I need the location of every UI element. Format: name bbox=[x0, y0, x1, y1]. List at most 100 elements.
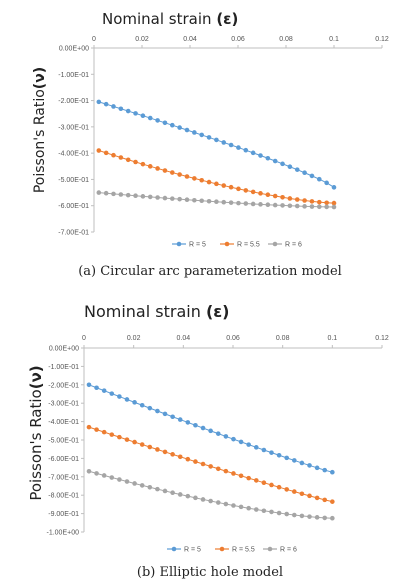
data-point bbox=[292, 489, 297, 494]
data-point bbox=[101, 473, 107, 478]
data-point bbox=[294, 197, 300, 202]
y-tick-label: -1.00E+00 bbox=[47, 530, 80, 537]
data-point bbox=[214, 199, 219, 205]
data-point bbox=[103, 190, 109, 196]
x-tick-label: 0.06 bbox=[226, 335, 240, 342]
data-point bbox=[331, 185, 337, 190]
data-point bbox=[322, 515, 328, 521]
data-point bbox=[258, 153, 263, 158]
figure-caption: (a) Circular arc parameterization model bbox=[78, 264, 342, 279]
data-point bbox=[133, 159, 138, 165]
data-point bbox=[276, 484, 282, 490]
data-point bbox=[177, 454, 183, 460]
data-point bbox=[199, 132, 204, 138]
data-point bbox=[162, 120, 168, 126]
x-tick-label: 0.02 bbox=[135, 36, 149, 43]
data-point bbox=[236, 145, 241, 150]
data-point bbox=[125, 157, 131, 163]
data-point bbox=[192, 130, 197, 135]
data-point bbox=[200, 425, 206, 431]
data-point bbox=[243, 188, 249, 193]
data-point bbox=[103, 150, 109, 156]
x-tick-label: 0.08 bbox=[276, 335, 290, 342]
data-point bbox=[284, 487, 290, 492]
data-point bbox=[118, 192, 124, 197]
data-point bbox=[200, 497, 206, 502]
data-point bbox=[86, 468, 92, 474]
x-tick-label: 0.04 bbox=[183, 36, 197, 43]
data-point bbox=[236, 200, 241, 206]
data-point bbox=[231, 503, 236, 508]
y-tick-label: -7.00E-01 bbox=[58, 230, 89, 237]
data-point bbox=[324, 204, 329, 210]
series-r-6 bbox=[96, 190, 337, 210]
data-point bbox=[214, 181, 219, 187]
data-point bbox=[317, 204, 322, 210]
data-point bbox=[177, 125, 182, 130]
data-point bbox=[314, 465, 320, 471]
chart-plot-area: 0 0.02 0.04 0.06 0.08 0.1 0.12 0.00E+00 -1.00E-0… bbox=[58, 36, 389, 249]
y-tick-label: -5.00E-01 bbox=[48, 438, 79, 445]
data-point bbox=[246, 475, 251, 481]
data-point bbox=[155, 447, 160, 452]
data-point bbox=[124, 437, 130, 442]
data-point bbox=[228, 142, 234, 148]
data-point bbox=[276, 510, 282, 516]
y-tick-label: -5.00E-01 bbox=[58, 177, 89, 184]
y-tick-label: -8.00E-01 bbox=[48, 493, 79, 500]
y-tick-label: -3.00E-01 bbox=[48, 401, 79, 408]
y-tick-label: -4.00E-01 bbox=[48, 419, 79, 426]
data-point bbox=[261, 447, 267, 453]
data-point bbox=[177, 172, 182, 177]
data-point bbox=[317, 199, 322, 205]
data-point bbox=[294, 203, 300, 209]
data-point bbox=[155, 195, 160, 200]
data-point bbox=[206, 179, 212, 185]
y-tick-label: 0.00E+00 bbox=[49, 346, 79, 353]
data-point bbox=[236, 186, 241, 192]
data-point bbox=[269, 509, 274, 515]
data-point bbox=[147, 405, 153, 411]
data-point bbox=[280, 194, 285, 200]
data-point bbox=[307, 514, 312, 519]
data-point bbox=[170, 490, 175, 496]
data-point bbox=[111, 152, 116, 158]
legend-label: R = 5.5 bbox=[237, 242, 260, 249]
data-point bbox=[299, 513, 305, 519]
data-point bbox=[250, 201, 256, 207]
data-point bbox=[287, 203, 293, 209]
data-point bbox=[132, 481, 137, 486]
x-tick-label: 0.1 bbox=[329, 36, 339, 43]
data-point bbox=[215, 466, 221, 472]
data-point bbox=[117, 434, 122, 440]
data-point bbox=[192, 197, 197, 203]
data-point bbox=[101, 429, 107, 435]
data-point bbox=[170, 196, 175, 201]
legend-marker bbox=[171, 546, 177, 552]
legend-marker bbox=[272, 241, 278, 247]
y-tick-label: -2.00E-01 bbox=[48, 382, 79, 389]
data-point bbox=[155, 408, 160, 414]
data-point bbox=[314, 495, 320, 501]
data-point bbox=[314, 515, 320, 520]
data-point bbox=[246, 442, 251, 447]
data-point bbox=[140, 113, 146, 119]
data-point bbox=[96, 148, 102, 153]
data-point bbox=[307, 493, 312, 499]
data-point bbox=[208, 464, 213, 469]
data-point bbox=[139, 442, 145, 447]
data-point bbox=[261, 480, 267, 486]
data-point bbox=[155, 118, 160, 123]
data-point bbox=[330, 469, 335, 475]
legend-label: R = 5.5 bbox=[232, 547, 255, 554]
data-point bbox=[223, 468, 229, 474]
y-tick-label: -3.00E-01 bbox=[58, 124, 89, 131]
data-point bbox=[94, 427, 99, 432]
data-point bbox=[294, 167, 300, 172]
data-point bbox=[118, 155, 124, 160]
data-point bbox=[86, 382, 92, 388]
data-point bbox=[147, 164, 153, 169]
data-point bbox=[111, 191, 116, 197]
legend-label: R = 6 bbox=[280, 547, 297, 554]
